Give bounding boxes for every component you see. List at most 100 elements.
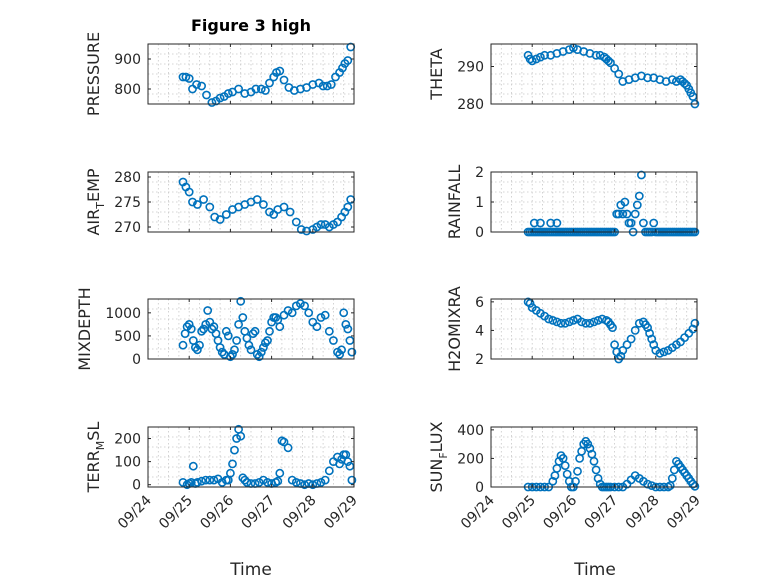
- data-point: [573, 466, 582, 476]
- data-point: [230, 445, 239, 455]
- data-point: [595, 50, 605, 60]
- data-point: [260, 86, 270, 95]
- data-point: [221, 210, 231, 219]
- data-point: [610, 64, 619, 73]
- data-point: [634, 191, 644, 201]
- axes-frame: [147, 298, 355, 360]
- data-point: [564, 317, 574, 327]
- data-point: [195, 340, 204, 350]
- data-point: [569, 315, 578, 325]
- data-point: [324, 326, 334, 336]
- data-point: [246, 345, 256, 355]
- data-point: [221, 326, 231, 336]
- subplot-6: 2 4 6 H2OMIXRA: [445, 286, 700, 372]
- data-point: [223, 89, 233, 98]
- data-point: [215, 93, 225, 103]
- data-point: [589, 317, 599, 327]
- y-tick-label: 280: [457, 97, 484, 113]
- data-point: [630, 209, 640, 219]
- data-point: [304, 308, 314, 318]
- y-tick-label: 2: [475, 352, 484, 368]
- data-point: [525, 298, 535, 308]
- data-point: [655, 348, 665, 358]
- data-point: [271, 313, 281, 322]
- y-tick-label: 270: [114, 220, 141, 236]
- data-point: [343, 324, 353, 334]
- y-tick-label: 200: [457, 451, 484, 467]
- axes-frame: [147, 426, 355, 488]
- data-point: [622, 209, 632, 219]
- y-tick-label: 100: [114, 455, 141, 471]
- data-point: [258, 343, 268, 352]
- y-axis-label: THETA: [427, 48, 446, 100]
- data-point: [275, 468, 285, 478]
- data-point: [254, 352, 264, 362]
- subplot-grid: 800 900 PRESSURE 280 290 THETA 270 275 280 AIRTEM…: [75, 32, 704, 532]
- data-point: [690, 318, 700, 328]
- data-point: [620, 197, 630, 207]
- y-tick-label: 200: [114, 432, 141, 448]
- data-point: [263, 336, 272, 345]
- data-point: [544, 314, 554, 324]
- data-point: [343, 202, 353, 212]
- data-point: [228, 349, 237, 359]
- data-point: [265, 326, 274, 336]
- data-point: [283, 443, 293, 453]
- data-point: [184, 319, 194, 329]
- y-tick-label: 1000: [105, 306, 141, 322]
- data-point: [659, 347, 669, 357]
- data-point: [215, 215, 225, 224]
- y-tick-label: 800: [114, 82, 141, 98]
- data-point: [256, 347, 266, 357]
- data-point: [279, 75, 289, 85]
- data-point: [626, 218, 636, 228]
- data-point: [289, 86, 299, 95]
- series-markers: [178, 42, 356, 107]
- data-point: [316, 220, 326, 229]
- data-point: [215, 343, 225, 352]
- data-point: [186, 477, 196, 487]
- data-point: [273, 476, 283, 486]
- data-point: [308, 480, 318, 490]
- y-axis-label: SUNFLUX: [427, 421, 450, 492]
- data-point: [202, 90, 211, 100]
- data-point: [667, 473, 677, 483]
- data-point: [279, 202, 289, 212]
- data-point: [626, 334, 636, 344]
- data-point: [296, 225, 306, 234]
- data-point: [263, 477, 272, 487]
- y-tick-label: 0: [475, 480, 484, 496]
- data-point: [236, 296, 246, 306]
- data-point: [318, 81, 328, 91]
- y-axis-label: RAINFALL: [445, 165, 464, 240]
- data-point: [192, 477, 202, 487]
- data-point: [585, 443, 595, 453]
- data-point: [614, 69, 624, 79]
- data-point: [564, 476, 574, 486]
- data-point: [571, 476, 580, 486]
- data-point: [205, 475, 215, 485]
- data-point: [326, 80, 336, 89]
- data-point: [197, 476, 206, 486]
- data-point: [199, 324, 208, 334]
- data-point: [228, 459, 237, 469]
- data-point: [643, 323, 652, 332]
- data-point: [616, 351, 626, 361]
- data-point: [618, 345, 628, 355]
- x-axis-label-right: Time: [573, 560, 616, 580]
- data-point: [591, 50, 601, 60]
- data-point: [337, 345, 346, 355]
- data-point: [560, 461, 570, 470]
- data-point: [300, 301, 309, 311]
- data-point: [690, 481, 700, 491]
- y-axis-label: TERRMSL: [84, 422, 107, 494]
- data-point: [593, 315, 603, 325]
- y-tick-label: 500: [114, 329, 141, 345]
- data-point: [265, 78, 274, 88]
- y-axis-label: PRESSURE: [84, 32, 103, 116]
- data-point: [536, 52, 545, 62]
- data-point: [630, 325, 640, 335]
- data-point: [531, 54, 541, 64]
- data-point: [275, 322, 285, 332]
